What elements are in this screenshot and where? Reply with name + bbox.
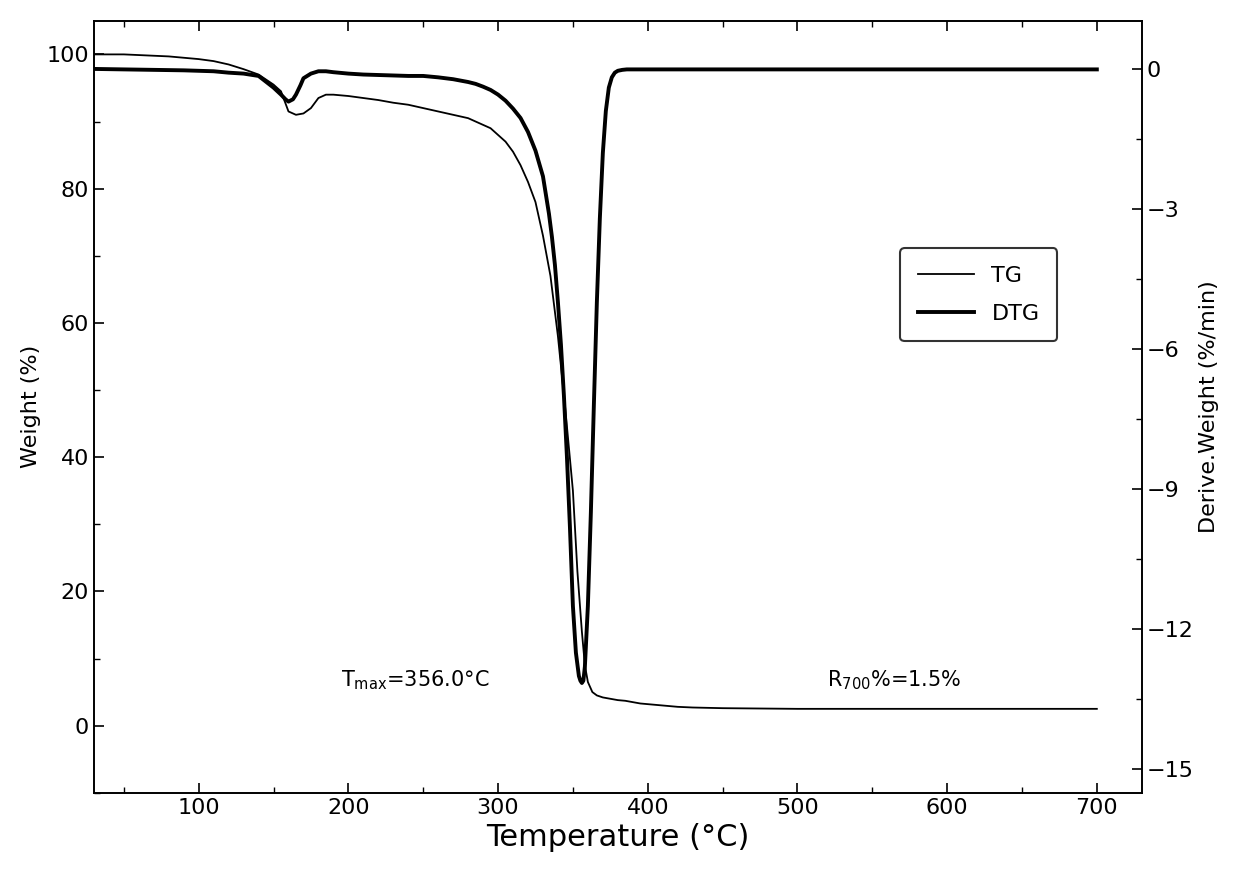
Text: R$_{\mathregular{700}}$%=1.5%: R$_{\mathregular{700}}$%=1.5%: [827, 669, 962, 692]
Y-axis label: Derive.Weight (%/min): Derive.Weight (%/min): [1199, 280, 1219, 533]
X-axis label: Temperature (°C): Temperature (°C): [486, 823, 749, 852]
Legend: TG, DTG: TG, DTG: [900, 248, 1058, 341]
Y-axis label: Weight (%): Weight (%): [21, 345, 41, 469]
Text: T$_{\mathregular{max}}$=356.0°C: T$_{\mathregular{max}}$=356.0°C: [341, 669, 490, 692]
